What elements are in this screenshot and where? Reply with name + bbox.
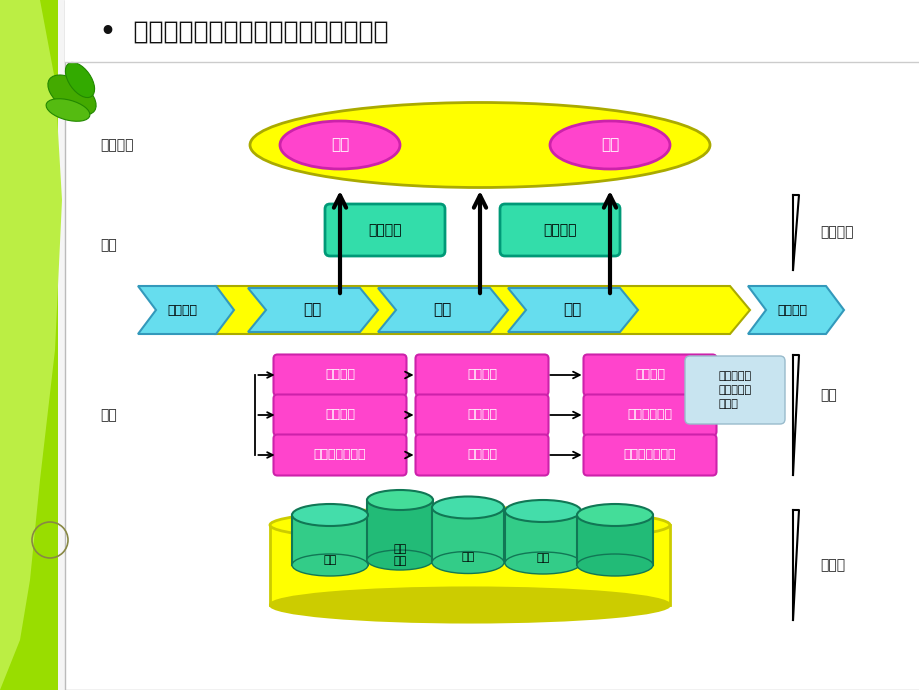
Text: 客户: 客户	[323, 555, 336, 565]
Bar	[367, 500, 433, 560]
Text: 进一步营销能力: 进一步营销能力	[313, 448, 366, 462]
Text: 关系管理: 关系管理	[634, 368, 664, 382]
FancyBboxPatch shape	[273, 435, 406, 475]
Text: 客户细分: 客户细分	[324, 408, 355, 422]
Ellipse shape	[505, 500, 581, 522]
Ellipse shape	[46, 99, 90, 121]
Ellipse shape	[65, 62, 95, 97]
Ellipse shape	[432, 551, 504, 573]
FancyBboxPatch shape	[273, 395, 406, 435]
Text: 产品开发: 产品开发	[167, 304, 197, 317]
Text: 质量管理: 质量管理	[777, 304, 806, 317]
Bar	[0, 0, 58, 690]
Ellipse shape	[576, 554, 652, 576]
Polygon shape	[507, 288, 637, 332]
Ellipse shape	[576, 504, 652, 526]
Text: 营销: 营销	[302, 302, 321, 317]
Ellipse shape	[367, 490, 433, 510]
FancyBboxPatch shape	[583, 355, 716, 395]
Ellipse shape	[269, 508, 669, 542]
Ellipse shape	[367, 550, 433, 570]
Text: 服务: 服务	[562, 302, 581, 317]
Bar	[432, 508, 504, 562]
Text: 宣传管理: 宣传管理	[324, 368, 355, 382]
Text: 实现营销、
销售、服务
自动化: 实现营销、 销售、服务 自动化	[718, 371, 751, 409]
Text: 数据库: 数据库	[819, 558, 845, 572]
FancyBboxPatch shape	[499, 204, 619, 256]
Bar	[576, 515, 652, 565]
FancyBboxPatch shape	[415, 395, 548, 435]
Polygon shape	[378, 288, 507, 332]
Polygon shape	[747, 286, 843, 334]
Ellipse shape	[250, 103, 709, 188]
FancyBboxPatch shape	[583, 395, 716, 435]
Text: 客户: 客户	[600, 137, 618, 152]
Text: 销售
机会: 销售 机会	[393, 544, 406, 566]
Text: 过程: 过程	[100, 238, 117, 252]
Bar	[269, 525, 669, 605]
Text: 访问准备: 访问准备	[467, 368, 496, 382]
Text: 客户支持服务: 客户支持服务	[627, 408, 672, 422]
Polygon shape	[215, 286, 749, 334]
Ellipse shape	[291, 554, 368, 576]
Text: 产品: 产品	[536, 553, 549, 563]
Text: 进一步服务功能: 进一步服务功能	[623, 448, 675, 462]
Ellipse shape	[550, 121, 669, 169]
Polygon shape	[248, 288, 378, 332]
Ellipse shape	[279, 121, 400, 169]
FancyBboxPatch shape	[685, 356, 784, 424]
Text: 接触活动: 接触活动	[819, 225, 853, 239]
Text: 目标客户: 目标客户	[100, 138, 133, 152]
FancyBboxPatch shape	[415, 355, 548, 395]
Text: 现有接触: 现有接触	[368, 223, 402, 237]
Text: 订单设定: 订单设定	[467, 448, 496, 462]
Polygon shape	[0, 0, 62, 690]
Text: 活动: 活动	[460, 553, 474, 562]
Ellipse shape	[269, 587, 669, 622]
Text: 问题处理: 问题处理	[467, 408, 496, 422]
Bar	[291, 515, 368, 565]
FancyBboxPatch shape	[273, 355, 406, 395]
Text: 现有订单: 现有订单	[542, 223, 576, 237]
Ellipse shape	[291, 504, 368, 526]
Ellipse shape	[505, 552, 581, 574]
Ellipse shape	[432, 497, 504, 518]
Text: 市场: 市场	[331, 137, 348, 152]
FancyBboxPatch shape	[583, 435, 716, 475]
Bar	[65, 0, 919, 62]
Polygon shape	[138, 286, 233, 334]
FancyBboxPatch shape	[415, 435, 548, 475]
Text: 功能: 功能	[819, 388, 836, 402]
Text: 任务: 任务	[100, 408, 117, 422]
Ellipse shape	[48, 75, 96, 115]
Text: •  第二节、客户关系管理系统的主要功能: • 第二节、客户关系管理系统的主要功能	[100, 20, 388, 44]
Bar	[505, 511, 581, 563]
Text: 销售: 销售	[433, 302, 450, 317]
FancyBboxPatch shape	[324, 204, 445, 256]
